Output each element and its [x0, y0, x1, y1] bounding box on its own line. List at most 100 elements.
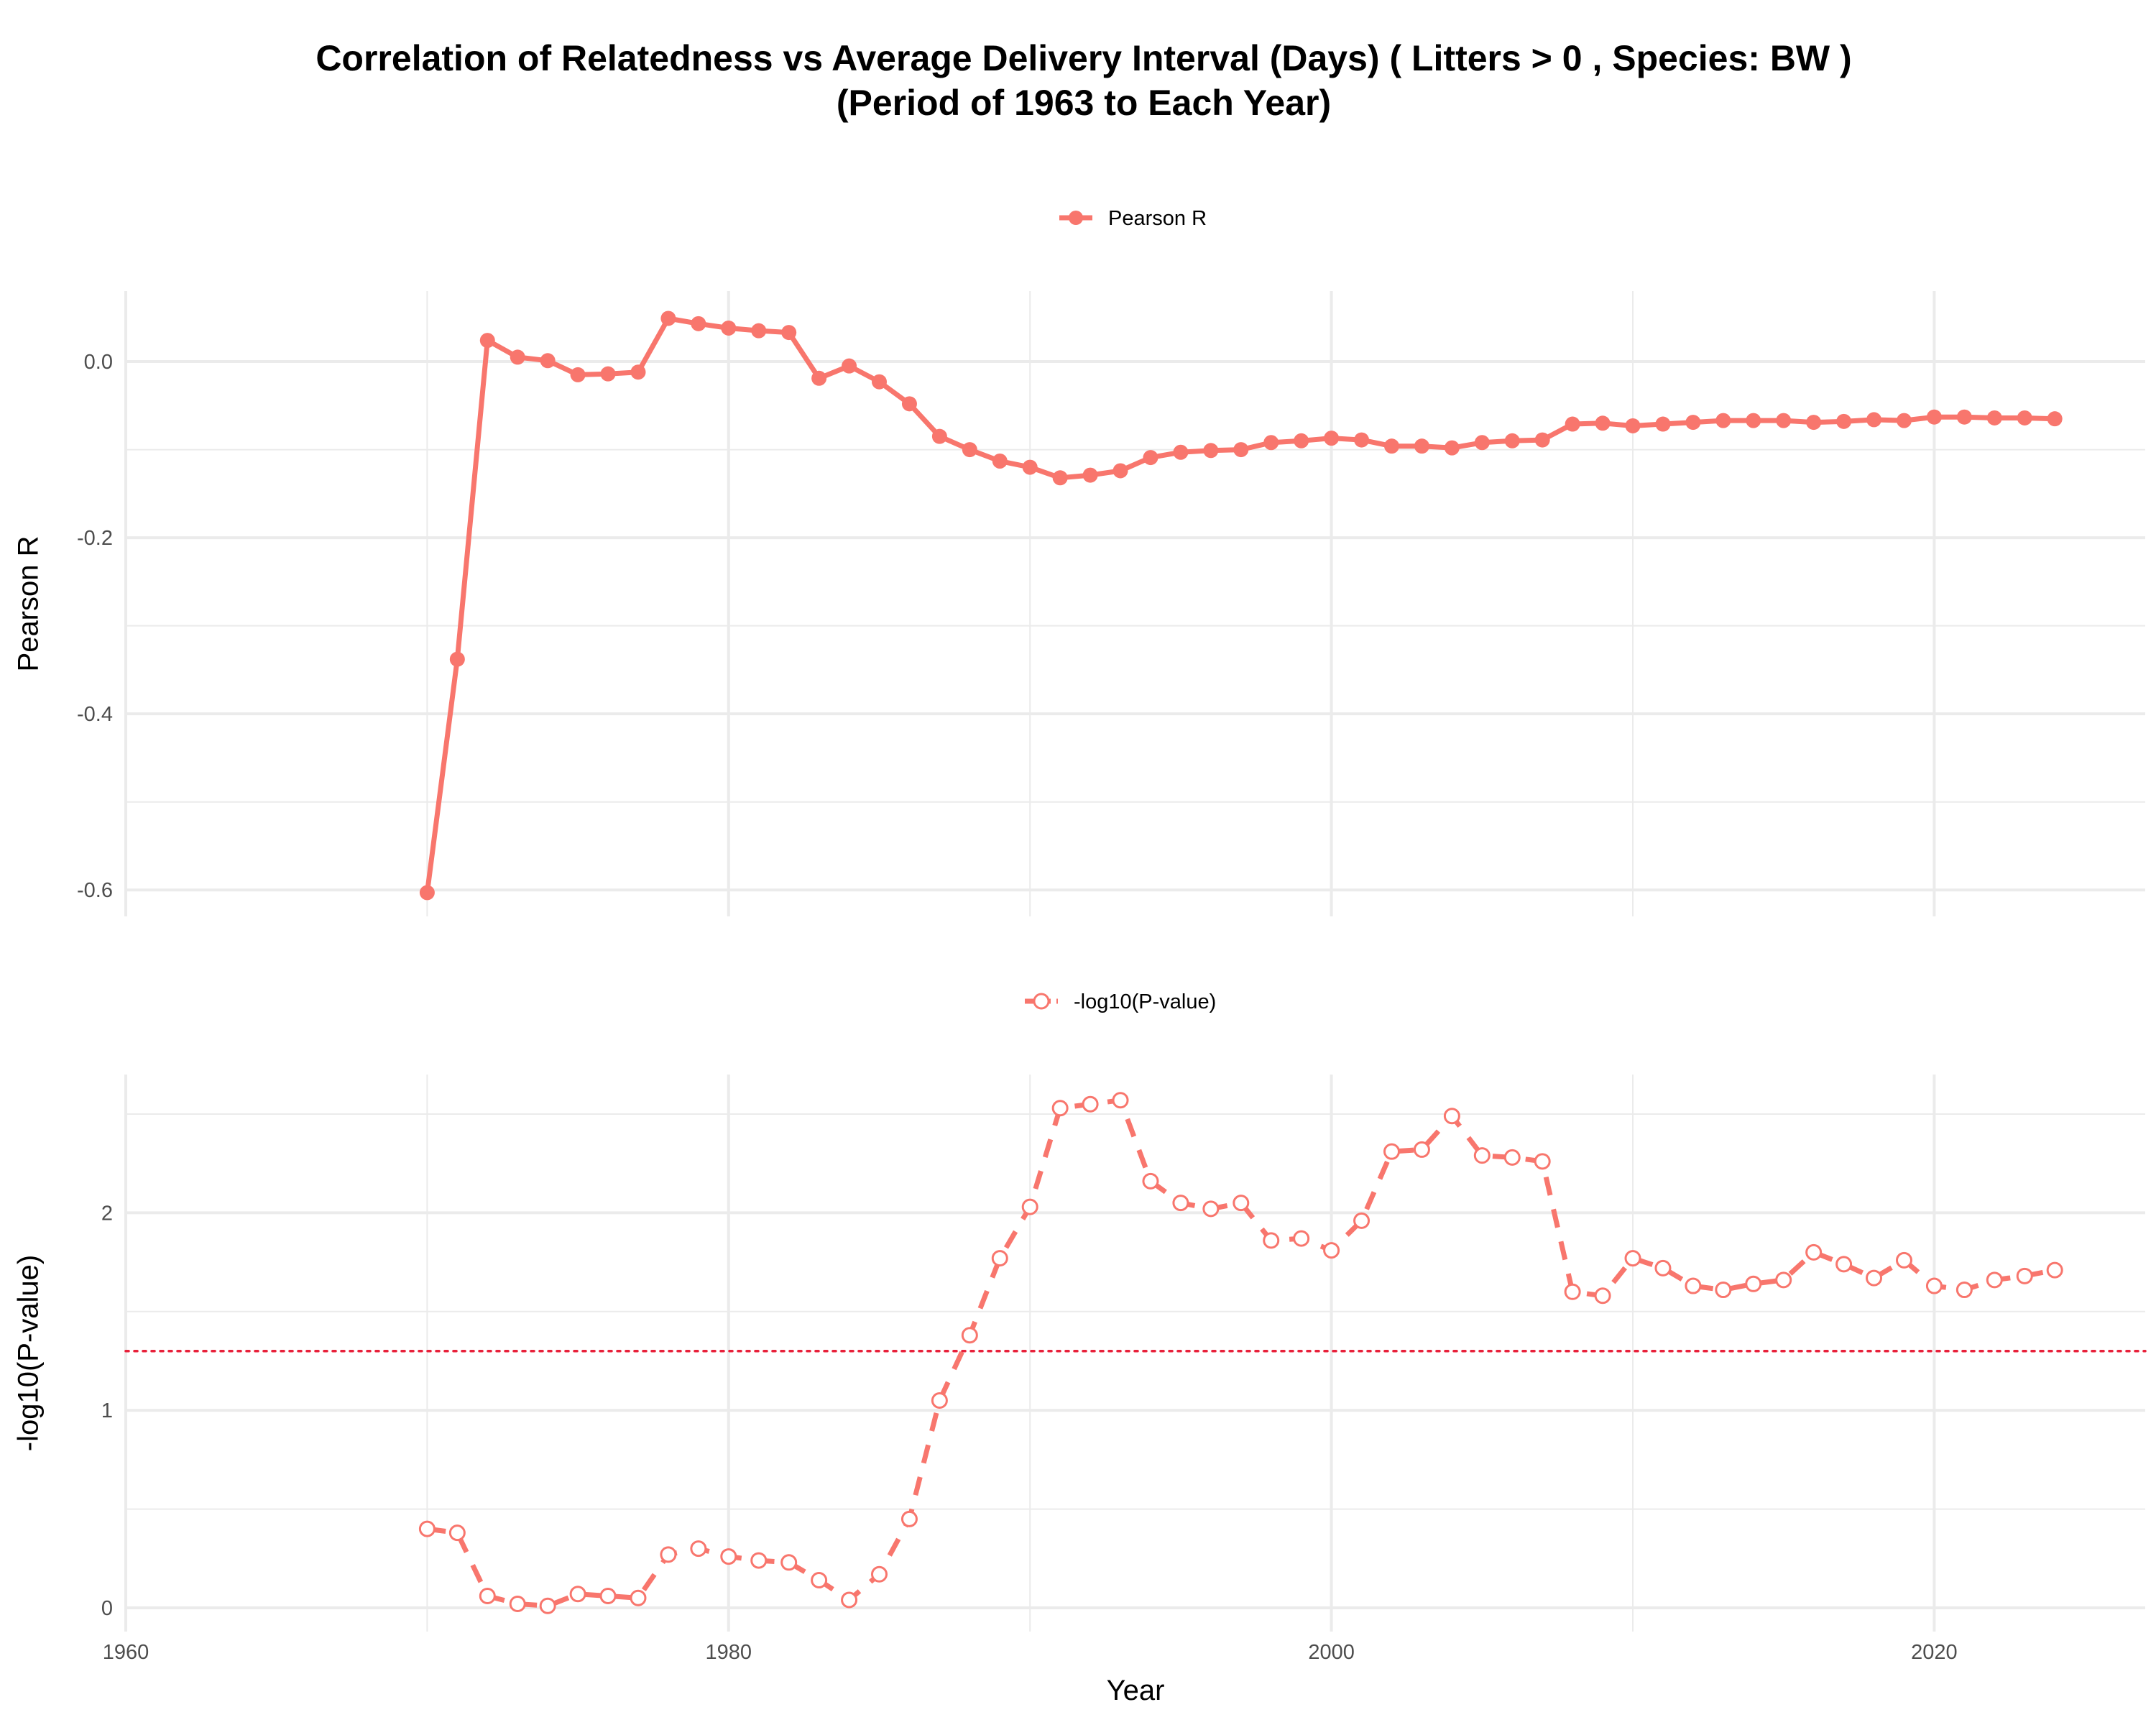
pearson-r-data-point	[931, 428, 947, 444]
pearson-r-data-point	[691, 316, 706, 331]
pvalue-data-point	[1353, 1212, 1370, 1229]
pvalue-data-point	[1775, 1271, 1792, 1289]
pvalue-data-point	[1263, 1232, 1280, 1249]
pearson-r-data-point	[1746, 413, 1761, 428]
pearson-r-y-tick-label: -0.6	[77, 879, 113, 902]
pearson-r-y-tick-label: -0.4	[77, 703, 113, 726]
pvalue-data-point	[1955, 1282, 1973, 1299]
pvalue-data-point	[900, 1510, 918, 1527]
pearson-r-data-point	[1143, 450, 1158, 466]
pvalue-data-point	[1233, 1195, 1250, 1212]
pearson-r-grid	[124, 291, 2145, 916]
pvalue-data-point	[720, 1548, 737, 1565]
pearson-r-y-axis-title: Pearson R	[13, 536, 45, 672]
pvalue-data-point	[660, 1546, 677, 1563]
pearson-r-data-point	[1414, 438, 1429, 454]
pvalue-data-point	[1745, 1275, 1762, 1292]
pearson-r-data-point	[510, 349, 525, 365]
pvalue-data-point	[1835, 1256, 1853, 1273]
pearson-r-legend-label: Pearson R	[1108, 207, 1207, 230]
pearson-r-data-point	[992, 453, 1008, 469]
pvalue-data-point	[750, 1552, 768, 1569]
chart-title-line1: Correlation of Relatedness vs Average De…	[315, 38, 1851, 78]
pvalue-data-point	[1925, 1277, 1943, 1294]
pearson-r-data-point	[2017, 410, 2032, 426]
pearson-r-data-point	[1082, 467, 1098, 483]
pvalue-data-point	[1685, 1277, 1702, 1294]
pvalue-x-tick-label: 1960	[103, 1641, 149, 1664]
pvalue-data-point	[871, 1565, 888, 1583]
pvalue-data-point	[1413, 1141, 1430, 1158]
pearson-r-data-point	[1233, 442, 1249, 458]
pvalue-data-point	[1986, 1271, 2003, 1289]
pvalue-data-point	[1051, 1100, 1069, 1117]
pearson-r-data-point	[1022, 459, 1038, 475]
pvalue-data-point	[931, 1392, 948, 1409]
pearson-r-data-point	[781, 325, 797, 341]
pvalue-data-point	[1112, 1092, 1129, 1109]
pvalue-data-point	[1293, 1230, 1310, 1247]
pvalue-data-point	[1594, 1287, 1611, 1305]
pearson-r-data-point	[1926, 409, 1942, 425]
pearson-r-data-point	[570, 367, 586, 382]
pvalue-data-point	[841, 1591, 858, 1609]
pearson-r-data-point	[1444, 440, 1460, 456]
pearson-r-data-point	[1565, 416, 1580, 432]
pearson-r-panel: 0.0 -0.2 -0.4 -0.6 Pearson R Pearson R	[13, 207, 2145, 916]
pvalue-y-tick-label: 2	[101, 1202, 113, 1225]
pvalue-data-point	[1564, 1283, 1581, 1300]
pvalue-y-tick-label: 1	[101, 1399, 113, 1422]
pvalue-x-axis-title: Year	[1107, 1675, 1165, 1706]
pearson-r-data-point	[1383, 438, 1399, 454]
pvalue-data-point	[1503, 1149, 1521, 1166]
pvalue-data-point	[811, 1572, 828, 1589]
pearson-r-data-point	[1836, 413, 1852, 429]
pvalue-data-point	[1082, 1095, 1099, 1113]
pearson-r-data-point	[1625, 418, 1641, 433]
pearson-r-data-point	[419, 885, 435, 901]
pvalue-data-point	[539, 1597, 556, 1614]
chart-title-line2: (Period of 1963 to Each Year)	[837, 83, 1331, 123]
pearson-r-y-tick-label: -0.2	[77, 527, 113, 550]
pvalue-data-point	[630, 1589, 647, 1606]
pearson-r-data-point	[1866, 412, 1882, 428]
pearson-r-data-point	[1294, 433, 1309, 448]
pearson-r-data-point	[842, 358, 857, 374]
pvalue-legend: -log10(P-value)	[1025, 990, 1216, 1013]
pearson-r-data-point	[1474, 435, 1490, 451]
pearson-r-data-point	[721, 320, 737, 336]
pvalue-x-tick-label: 1980	[706, 1641, 752, 1664]
pvalue-data-point	[418, 1520, 436, 1537]
pvalue-data-point	[961, 1327, 978, 1344]
pvalue-data-point	[1473, 1147, 1491, 1164]
pearson-r-data-point	[479, 333, 495, 349]
pvalue-legend-key-marker	[1033, 993, 1050, 1010]
pearson-r-data-point	[1052, 470, 1068, 486]
pvalue-data-point	[1383, 1143, 1400, 1160]
pvalue-data-point	[448, 1524, 466, 1542]
pearson-r-data-point	[1776, 413, 1792, 428]
pvalue-y-axis-title: -log10(P-value)	[13, 1255, 45, 1451]
pearson-r-data-point	[962, 442, 977, 458]
pearson-r-data-point	[1263, 435, 1279, 451]
pvalue-data-point	[1654, 1259, 1672, 1276]
pearson-r-data-point	[872, 374, 888, 390]
pvalue-x-tick-label: 2000	[1308, 1641, 1355, 1664]
pvalue-data-point	[1715, 1282, 1732, 1299]
pvalue-data-point	[569, 1586, 586, 1603]
pearson-r-y-tick-label: 0.0	[84, 351, 113, 374]
pearson-r-data-point	[1173, 444, 1189, 460]
pvalue-data-point	[1624, 1250, 1641, 1267]
pearson-r-legend: Pearson R	[1059, 207, 1207, 230]
pvalue-x-tick-label: 2020	[1911, 1641, 1958, 1664]
pvalue-panel: 0 1 2 1960 1980 2000 2020 -log10(P-value) Year -l…	[13, 990, 2147, 1706]
pearson-r-points	[419, 310, 2063, 901]
pvalue-data-point	[1172, 1195, 1189, 1212]
pearson-r-legend-key-marker	[1069, 211, 1083, 225]
pvalue-data-point	[479, 1588, 496, 1605]
pearson-r-data-point	[1655, 416, 1671, 432]
pvalue-data-point	[599, 1588, 617, 1605]
